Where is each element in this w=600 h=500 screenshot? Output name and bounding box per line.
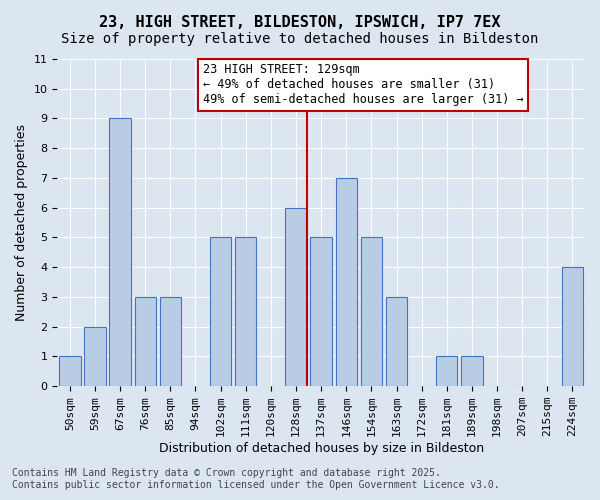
Bar — [235, 238, 256, 386]
Bar — [386, 297, 407, 386]
Bar — [286, 208, 307, 386]
Bar — [160, 297, 181, 386]
X-axis label: Distribution of detached houses by size in Bildeston: Distribution of detached houses by size … — [158, 442, 484, 455]
Bar — [562, 267, 583, 386]
Bar — [461, 356, 482, 386]
Bar — [59, 356, 80, 386]
Bar — [361, 238, 382, 386]
Text: Contains HM Land Registry data © Crown copyright and database right 2025.
Contai: Contains HM Land Registry data © Crown c… — [12, 468, 500, 490]
Bar — [134, 297, 156, 386]
Bar — [436, 356, 457, 386]
Bar — [335, 178, 357, 386]
Bar — [84, 326, 106, 386]
Text: Size of property relative to detached houses in Bildeston: Size of property relative to detached ho… — [61, 32, 539, 46]
Text: 23 HIGH STREET: 129sqm
← 49% of detached houses are smaller (31)
49% of semi-det: 23 HIGH STREET: 129sqm ← 49% of detached… — [203, 64, 524, 106]
Bar — [210, 238, 232, 386]
Bar — [310, 238, 332, 386]
Bar — [109, 118, 131, 386]
Text: 23, HIGH STREET, BILDESTON, IPSWICH, IP7 7EX: 23, HIGH STREET, BILDESTON, IPSWICH, IP7… — [99, 15, 501, 30]
Y-axis label: Number of detached properties: Number of detached properties — [15, 124, 28, 321]
